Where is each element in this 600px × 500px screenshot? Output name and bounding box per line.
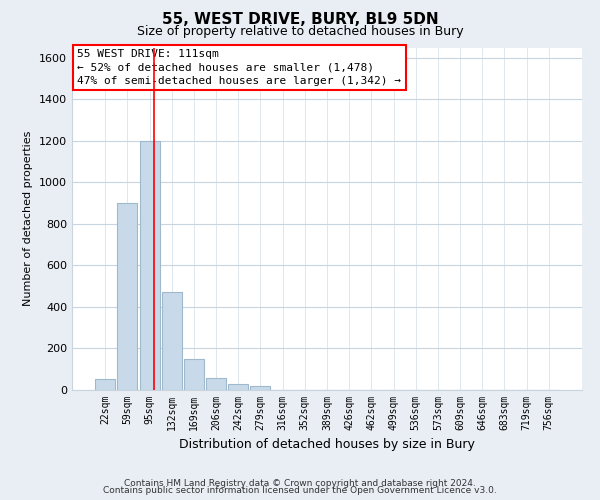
Bar: [118, 203, 137, 390]
Text: 55 WEST DRIVE: 111sqm
← 52% of detached houses are smaller (1,478)
47% of semi-d: 55 WEST DRIVE: 111sqm ← 52% of detached …: [77, 49, 401, 86]
Bar: [162, 292, 182, 390]
X-axis label: Distribution of detached houses by size in Bury: Distribution of detached houses by size …: [179, 438, 475, 452]
Bar: [250, 386, 271, 390]
Text: Contains HM Land Registry data © Crown copyright and database right 2024.: Contains HM Land Registry data © Crown c…: [124, 478, 476, 488]
Text: 55, WEST DRIVE, BURY, BL9 5DN: 55, WEST DRIVE, BURY, BL9 5DN: [161, 12, 439, 28]
Bar: [206, 378, 226, 390]
Bar: [140, 141, 160, 390]
Bar: [95, 378, 115, 390]
Bar: [228, 384, 248, 390]
Bar: [184, 359, 204, 390]
Text: Size of property relative to detached houses in Bury: Size of property relative to detached ho…: [137, 25, 463, 38]
Y-axis label: Number of detached properties: Number of detached properties: [23, 131, 34, 306]
Text: Contains public sector information licensed under the Open Government Licence v3: Contains public sector information licen…: [103, 486, 497, 495]
